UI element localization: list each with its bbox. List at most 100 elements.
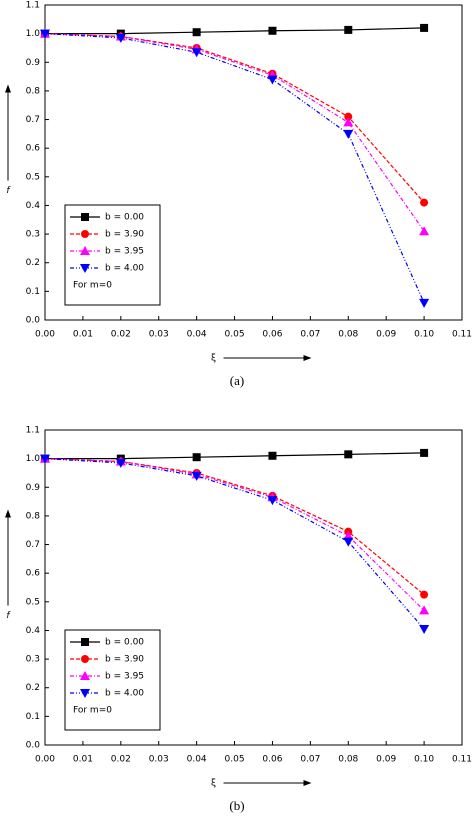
x-tick-label: 0.08 bbox=[338, 755, 358, 765]
marker bbox=[420, 448, 429, 457]
marker bbox=[191, 471, 202, 481]
x-tick-label: 0.04 bbox=[187, 755, 207, 765]
marker bbox=[420, 23, 429, 32]
y-tick-label: 0.4 bbox=[26, 201, 41, 211]
marker bbox=[344, 112, 353, 121]
annotation: For m=0 bbox=[73, 281, 112, 291]
y-tick-label: 0.8 bbox=[26, 86, 41, 96]
x-tick-label: 0.03 bbox=[149, 330, 169, 340]
y-tick-label: 0.3 bbox=[26, 655, 40, 665]
legend-label: b = 0.00 bbox=[105, 213, 144, 223]
y-tick-label: 0.3 bbox=[26, 230, 40, 240]
x-tick-label: 0.02 bbox=[111, 330, 131, 340]
arrow-head bbox=[303, 355, 312, 361]
x-tick-label: 0.00 bbox=[35, 755, 55, 765]
marker bbox=[80, 689, 90, 698]
y-tick-label: 0.5 bbox=[26, 597, 40, 607]
arrow-head bbox=[5, 84, 11, 93]
series-line bbox=[44, 33, 425, 304]
x-tick-label: 0.07 bbox=[300, 330, 320, 340]
marker bbox=[40, 454, 50, 464]
x-tick-label: 0.02 bbox=[111, 755, 131, 765]
marker bbox=[343, 129, 354, 139]
x-tick-label: 0.00 bbox=[35, 330, 55, 340]
x-axis-label: ξ bbox=[211, 779, 216, 789]
marker bbox=[81, 638, 89, 646]
series-line bbox=[44, 458, 425, 611]
legend-label: b = 3.95 bbox=[105, 672, 144, 682]
marker bbox=[419, 625, 430, 635]
y-tick-label: 0.2 bbox=[26, 683, 40, 693]
x-tick-label: 0.06 bbox=[262, 755, 282, 765]
x-tick-label: 0.06 bbox=[262, 330, 282, 340]
x-tick-label: 0.05 bbox=[225, 330, 245, 340]
caption: (a) bbox=[230, 373, 244, 388]
marker bbox=[420, 590, 429, 599]
y-tick-label: 1.1 bbox=[26, 1, 40, 11]
legend-label: b = 3.90 bbox=[105, 230, 144, 240]
marker bbox=[343, 537, 354, 547]
y-tick-label: 0.5 bbox=[26, 172, 40, 182]
x-tick-label: 0.05 bbox=[225, 755, 245, 765]
legend-label: b = 3.90 bbox=[105, 655, 144, 665]
marker bbox=[80, 246, 90, 255]
marker bbox=[81, 655, 89, 663]
y-tick-label: 1.1 bbox=[26, 426, 40, 436]
marker bbox=[115, 33, 126, 43]
marker bbox=[267, 75, 278, 85]
y-tick-label: 0.9 bbox=[26, 483, 41, 493]
x-tick-label: 0.01 bbox=[73, 755, 93, 765]
plot-frame bbox=[44, 4, 463, 321]
marker bbox=[268, 451, 277, 460]
y-tick-label: 0.7 bbox=[26, 540, 40, 550]
series-line bbox=[45, 27, 425, 35]
y-axis-label: f bbox=[6, 186, 11, 196]
marker bbox=[419, 298, 430, 308]
x-tick-label: 0.03 bbox=[149, 755, 169, 765]
y-tick-label: 0.4 bbox=[26, 626, 41, 636]
y-tick-label: 0.2 bbox=[26, 258, 40, 268]
x-tick-label: 0.07 bbox=[300, 755, 320, 765]
y-tick-label: 0.0 bbox=[26, 741, 41, 751]
marker bbox=[344, 450, 353, 459]
arrow-head bbox=[303, 780, 312, 786]
marker bbox=[344, 25, 353, 34]
annotation: For m=0 bbox=[73, 706, 112, 716]
marker bbox=[192, 28, 201, 37]
marker bbox=[267, 496, 278, 506]
legend-label: b = 3.95 bbox=[105, 247, 144, 257]
marker bbox=[420, 198, 429, 207]
marker bbox=[80, 264, 90, 273]
marker bbox=[191, 48, 202, 58]
legend-label: b = 0.00 bbox=[105, 638, 144, 648]
y-tick-label: 1.0 bbox=[26, 29, 41, 39]
y-tick-label: 0.8 bbox=[26, 511, 41, 521]
y-tick-label: 0.1 bbox=[26, 712, 40, 722]
legend-label: b = 4.00 bbox=[105, 689, 144, 699]
series-line bbox=[44, 458, 425, 630]
arrow-head bbox=[5, 509, 11, 518]
series-line bbox=[44, 33, 425, 232]
y-tick-label: 0.7 bbox=[26, 115, 40, 125]
x-tick-label: 0.08 bbox=[338, 330, 358, 340]
marker bbox=[81, 213, 89, 221]
x-tick-label: 0.04 bbox=[187, 330, 207, 340]
series-line bbox=[45, 452, 425, 460]
y-axis-label: f bbox=[6, 611, 11, 621]
marker bbox=[192, 453, 201, 462]
x-tick-label: 0.10 bbox=[414, 330, 434, 340]
y-tick-label: 0.6 bbox=[26, 569, 41, 579]
y-tick-label: 1.0 bbox=[26, 454, 41, 464]
marker bbox=[419, 226, 430, 236]
legend-label: b = 4.00 bbox=[105, 264, 144, 274]
plot-frame bbox=[44, 429, 463, 746]
x-tick-label: 0.11 bbox=[452, 330, 472, 340]
chart: 0.0 0.1 0.2 0.3 0.4 0.5 0.6 0.7 0.8 0.9 1.0 1.1 0.00… bbox=[5, 426, 472, 813]
marker bbox=[268, 26, 277, 35]
x-tick-label: 0.10 bbox=[414, 755, 434, 765]
marker bbox=[40, 29, 50, 39]
x-tick-label: 0.09 bbox=[376, 330, 396, 340]
marker bbox=[80, 671, 90, 680]
y-tick-label: 0.1 bbox=[26, 287, 40, 297]
